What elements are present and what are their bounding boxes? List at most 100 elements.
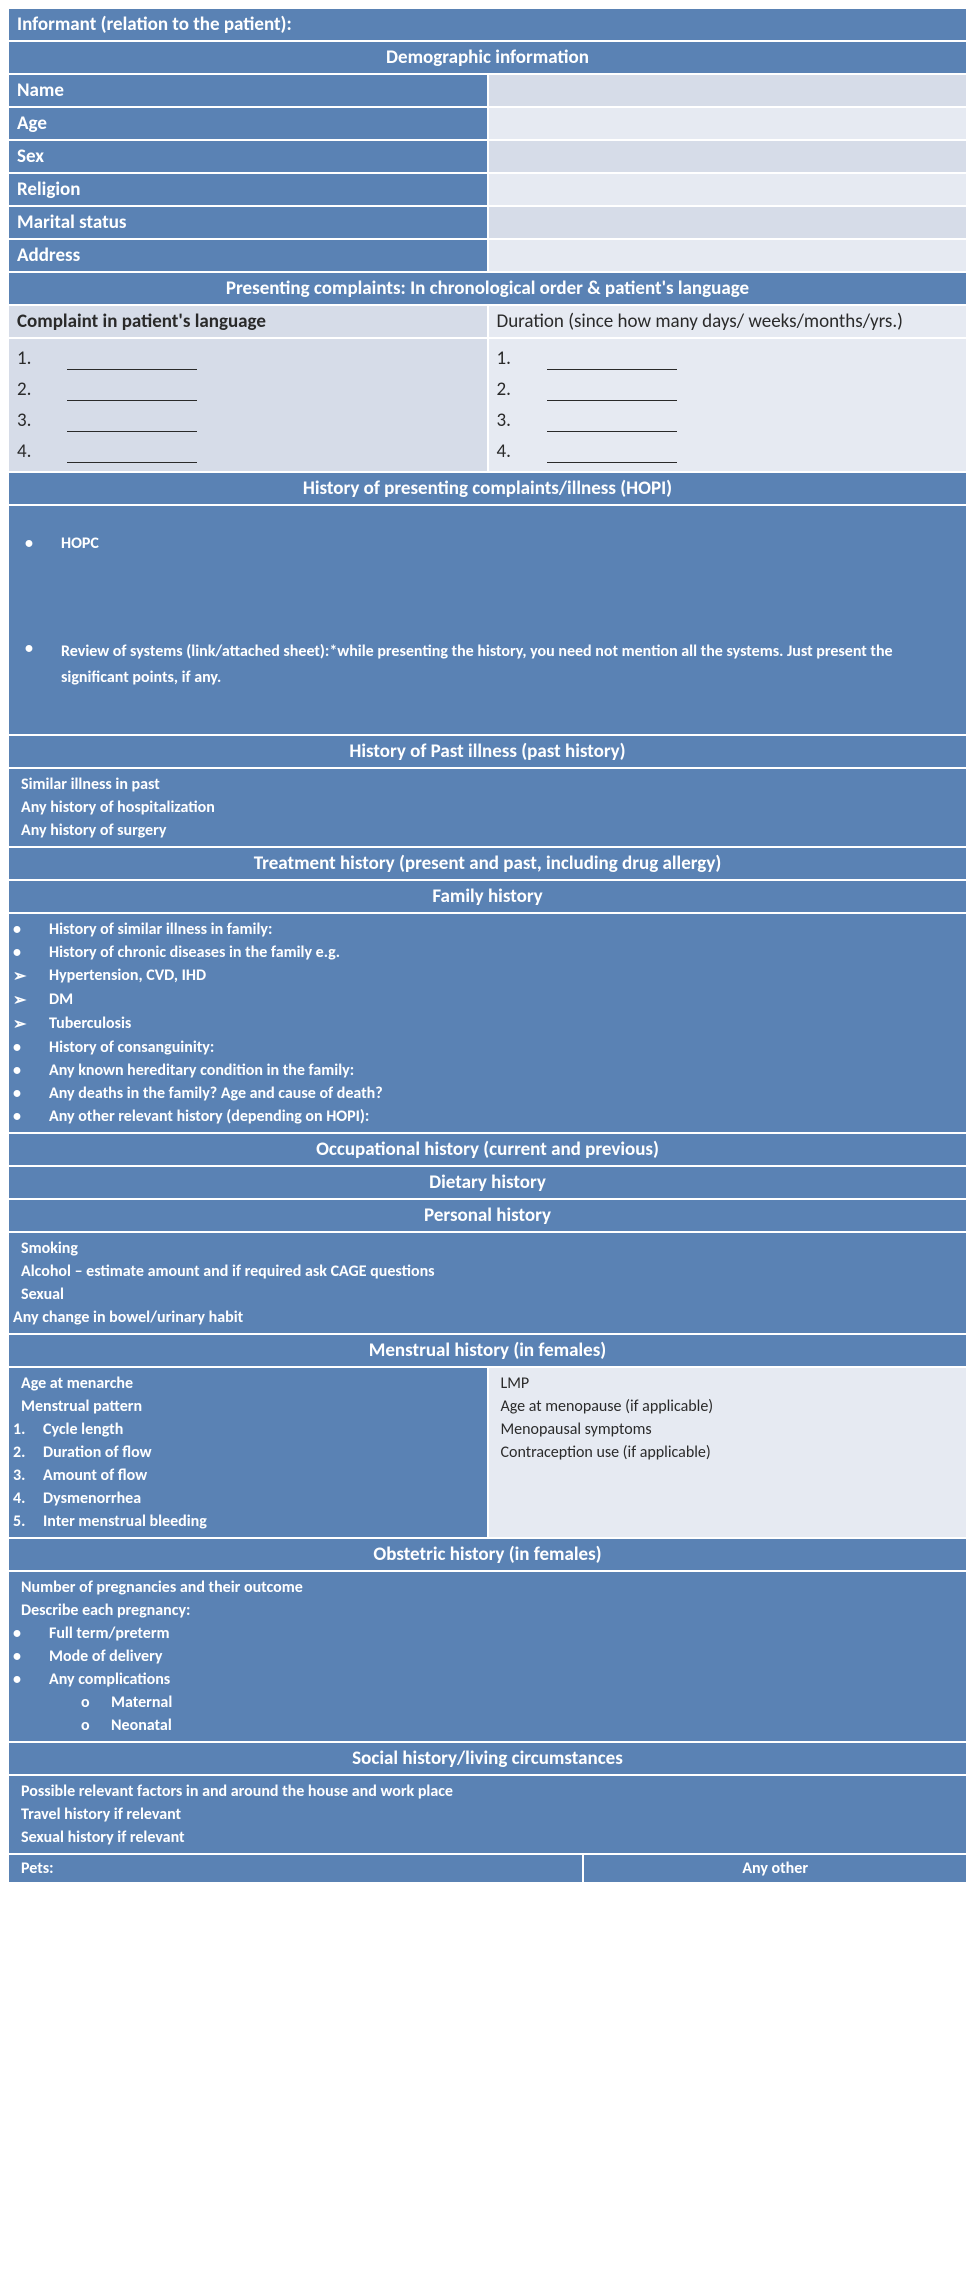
menstrual-left-content: Age at menarche Menstrual pattern 1.Cycl… [8, 1367, 488, 1538]
occupational-header-row: Occupational history (current and previo… [8, 1133, 967, 1166]
social-header: Social history/living circumstances [8, 1742, 967, 1775]
blank-line [547, 378, 677, 401]
menstrual-sub-3: 3.Amount of flow [21, 1464, 475, 1487]
complaint-item-1: 1. [17, 343, 479, 374]
personal-item-4: Any change in bowel/urinary habit [13, 1306, 954, 1329]
family-item-3: •History of consanguinity: [9, 1036, 966, 1059]
informant-row: Informant (relation to the patient): [8, 8, 967, 41]
demo-sex-row: Sex [8, 140, 967, 173]
menstrual-sub-1: 1.Cycle length [21, 1418, 475, 1441]
blank-line [67, 378, 197, 401]
family-content: •History of similar illness in family: •… [8, 913, 967, 1133]
bullet-icon: • [9, 1647, 49, 1666]
menstrual-content-row: Age at menarche Menstrual pattern 1.Cycl… [8, 1367, 967, 1538]
obstetric-sub-2: oNeonatal [21, 1714, 954, 1737]
pets-label: Pets: [8, 1854, 583, 1883]
demographic-header-row: Demographic information [8, 41, 967, 74]
past-illness-header: History of Past illness (past history) [8, 735, 967, 768]
menstrual-header-row: Menstrual history (in females) [8, 1334, 967, 1367]
menstrual-header: Menstrual history (in females) [8, 1334, 967, 1367]
arrow-icon: ➢ [9, 990, 49, 1010]
demo-sex-label: Sex [8, 140, 488, 173]
menstrual-sub-2: 2.Duration of flow [21, 1441, 475, 1464]
blank-line [67, 347, 197, 370]
demo-sex-value [488, 140, 968, 173]
informant-label: Informant (relation to the patient): [8, 8, 967, 41]
personal-content: Smoking Alcohol – estimate amount and if… [8, 1232, 967, 1334]
bullet-icon: • [9, 920, 49, 939]
demo-marital-value [488, 206, 968, 239]
complaints-right-header: Duration (since how many days/ weeks/mon… [488, 305, 968, 338]
social-content: Possible relevant factors in and around … [8, 1775, 967, 1854]
blank-line [547, 347, 677, 370]
demo-address-label: Address [8, 239, 488, 272]
blank-line [547, 440, 677, 463]
demo-age-label: Age [8, 107, 488, 140]
demo-address-value [488, 239, 968, 272]
complaint-item-2: 2. [17, 374, 479, 405]
family-sub-2: ➢DM [9, 988, 966, 1012]
bullet-icon: • [9, 943, 49, 962]
menstrual-right-2: Age at menopause (if applicable) [501, 1395, 955, 1418]
family-item-2: •History of chronic diseases in the fami… [9, 941, 966, 964]
social-item-3: Sexual history if relevant [21, 1826, 954, 1849]
demo-marital-row: Marital status [8, 206, 967, 239]
bullet-icon: • [9, 1670, 49, 1689]
demo-age-value [488, 107, 968, 140]
family-item-5: •Any deaths in the family? Age and cause… [9, 1082, 966, 1105]
hopi-item-1: • HOPC [21, 526, 954, 561]
duration-item-1: 1. [497, 343, 959, 374]
pets-row: Pets: Any other [8, 1854, 967, 1883]
obstetric-bullet-2: •Mode of delivery [9, 1645, 954, 1668]
complaint-item-3: 3. [17, 405, 479, 436]
bullet-icon: • [21, 534, 61, 553]
social-item-1: Possible relevant factors in and around … [21, 1780, 954, 1803]
obstetric-item-1: Number of pregnancies and their outcome [21, 1576, 954, 1599]
personal-item-1: Smoking [21, 1237, 954, 1260]
duration-item-4: 4. [497, 436, 959, 467]
demo-religion-value [488, 173, 968, 206]
hopi-item-2: • Review of systems (link/attached sheet… [21, 631, 954, 698]
family-item-1: •History of similar illness in family: [9, 918, 966, 941]
complaints-left-list: 1. 2. 3. 4. [8, 338, 488, 472]
complaints-right-list: 1. 2. 3. 4. [488, 338, 968, 472]
demo-address-row: Address [8, 239, 967, 272]
family-sub-3: ➢Tuberculosis [9, 1012, 966, 1036]
bullet-icon: • [9, 1107, 49, 1126]
demo-name-row: Name [8, 74, 967, 107]
family-header: Family history [8, 880, 967, 913]
personal-header-row: Personal history [8, 1199, 967, 1232]
personal-item-2: Alcohol – estimate amount and if require… [21, 1260, 954, 1283]
menstrual-right-1: LMP [501, 1372, 955, 1395]
dietary-header-row: Dietary history [8, 1166, 967, 1199]
blank-line [67, 409, 197, 432]
circle-icon: o [81, 1716, 111, 1735]
menstrual-right-4: Contraception use (if applicable) [501, 1441, 955, 1464]
social-header-row: Social history/living circumstances [8, 1742, 967, 1775]
demo-age-row: Age [8, 107, 967, 140]
bullet-icon: • [9, 1061, 49, 1080]
menstrual-sub-5: 5.Inter menstrual bleeding [21, 1510, 475, 1533]
demographic-header: Demographic information [8, 41, 967, 74]
complaints-subheader-row: Complaint in patient's language Duration… [8, 305, 967, 338]
demo-name-label: Name [8, 74, 488, 107]
obstetric-bullet-3: •Any complications [9, 1668, 954, 1691]
any-other-label: Any other [583, 1854, 967, 1883]
family-item-4: •Any known hereditary condition in the f… [9, 1059, 966, 1082]
bullet-icon: • [9, 1038, 49, 1057]
treatment-header: Treatment history (present and past, inc… [8, 847, 967, 880]
personal-item-3: Sexual [21, 1283, 954, 1306]
social-item-2: Travel history if relevant [21, 1803, 954, 1826]
arrow-icon: ➢ [9, 966, 49, 986]
demo-marital-label: Marital status [8, 206, 488, 239]
arrow-icon: ➢ [9, 1014, 49, 1034]
menstrual-sub-4: 4.Dysmenorrhea [21, 1487, 475, 1510]
demo-religion-row: Religion [8, 173, 967, 206]
past-illness-content: Similar illness in past Any history of h… [8, 768, 967, 847]
complaint-item-4: 4. [17, 436, 479, 467]
bullet-icon: • [9, 1624, 49, 1643]
blank-line [547, 409, 677, 432]
obstetric-bullet-1: •Full term/preterm [9, 1622, 954, 1645]
obstetric-content: Number of pregnancies and their outcome … [8, 1571, 967, 1742]
complaints-header-row: Presenting complaints: In chronological … [8, 272, 967, 305]
